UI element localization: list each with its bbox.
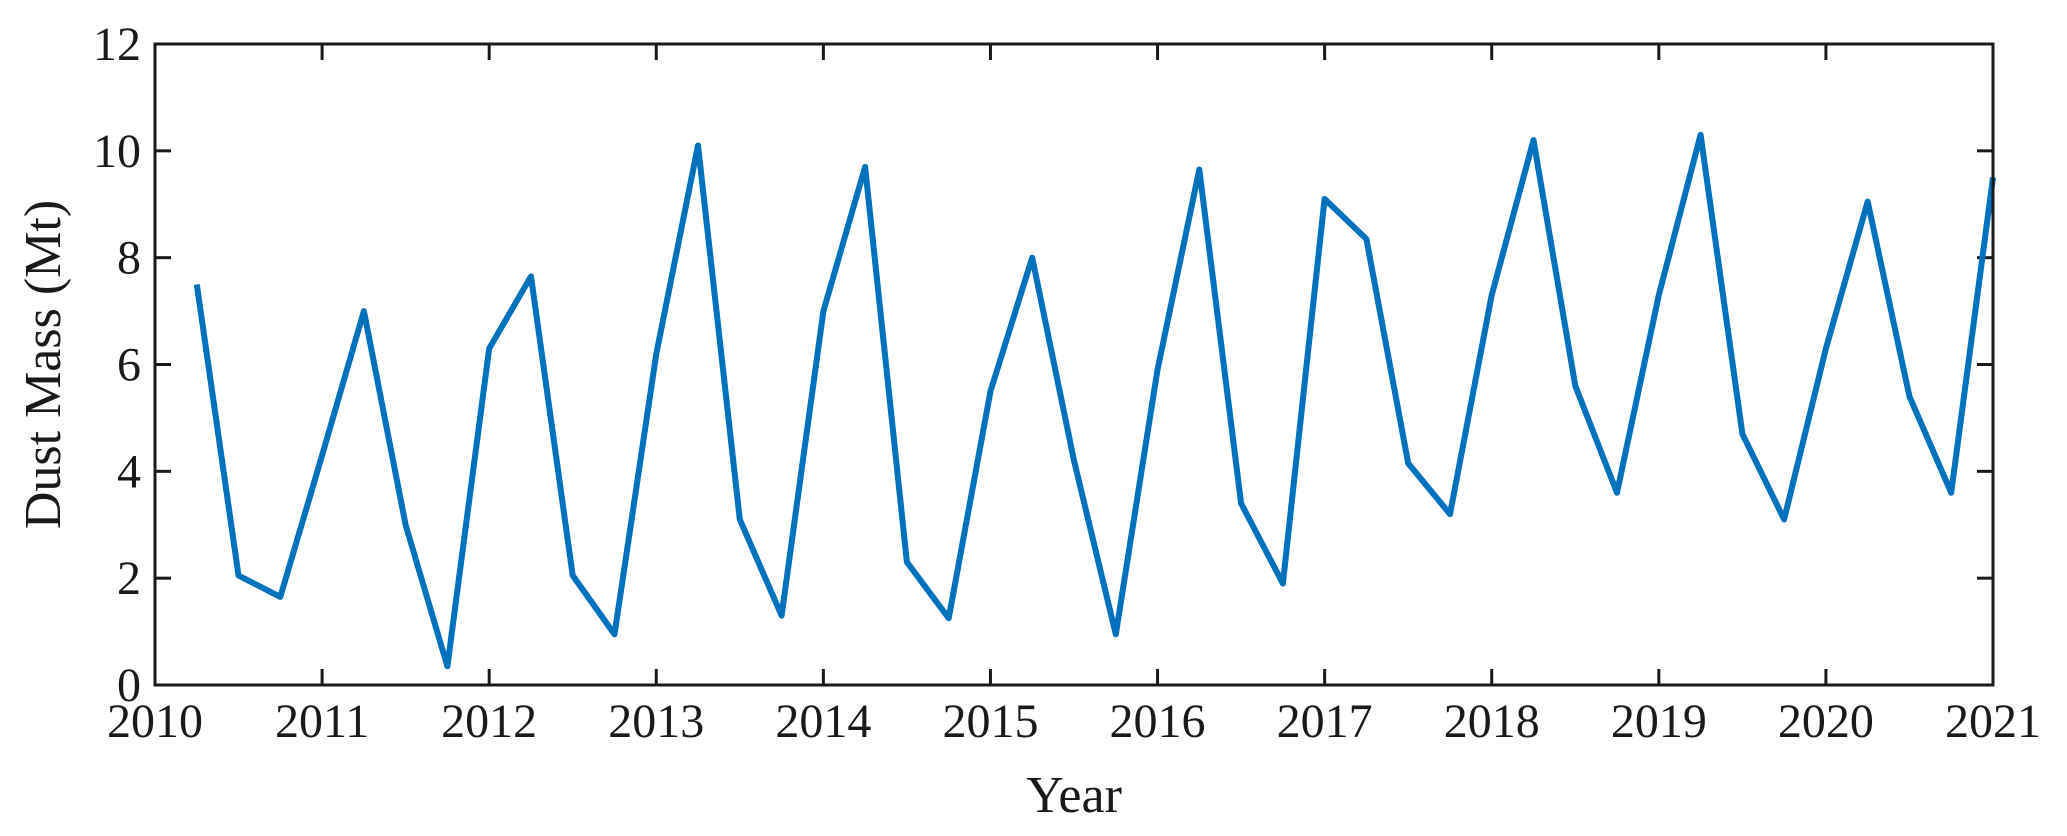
x-tick-label: 2019 (1611, 695, 1707, 748)
x-tick-label: 2010 (107, 695, 203, 748)
x-tick-label: 2013 (608, 695, 704, 748)
y-axis-title: Dust Mass (Mt) (15, 200, 72, 529)
y-tick-label: 8 (117, 232, 141, 285)
x-tick-label: 2018 (1444, 695, 1540, 748)
x-tick-label: 2014 (775, 695, 871, 748)
x-tick-label: 2011 (275, 695, 369, 748)
series-group (193, 131, 1996, 670)
plot-frame (153, 42, 1995, 687)
series-line (193, 131, 1996, 670)
y-tick-label: 6 (117, 339, 141, 392)
x-tick-label: 2021 (1945, 695, 2041, 748)
y-tick-label: 10 (93, 125, 141, 178)
x-tick-label: 2012 (441, 695, 537, 748)
y-tick-label: 0 (117, 659, 141, 712)
y-tick-labels: 0 2 4 6 8 10 12 (93, 18, 141, 712)
x-tick-label: 2017 (1277, 695, 1373, 748)
x-tick-label: 2015 (942, 695, 1038, 748)
x-axis-title: Year (1026, 767, 1122, 824)
y-tick-label: 12 (93, 18, 141, 71)
x-tick-label: 2020 (1778, 695, 1874, 748)
y-tick-label: 4 (117, 445, 141, 498)
x-tick-labels: 2010 2011 2012 2013 2014 2015 2016 2017 2018 2019… (107, 695, 2041, 748)
axis-ticks (153, 42, 1995, 687)
y-tick-label: 2 (117, 552, 141, 605)
x-tick-label: 2016 (1110, 695, 1206, 748)
